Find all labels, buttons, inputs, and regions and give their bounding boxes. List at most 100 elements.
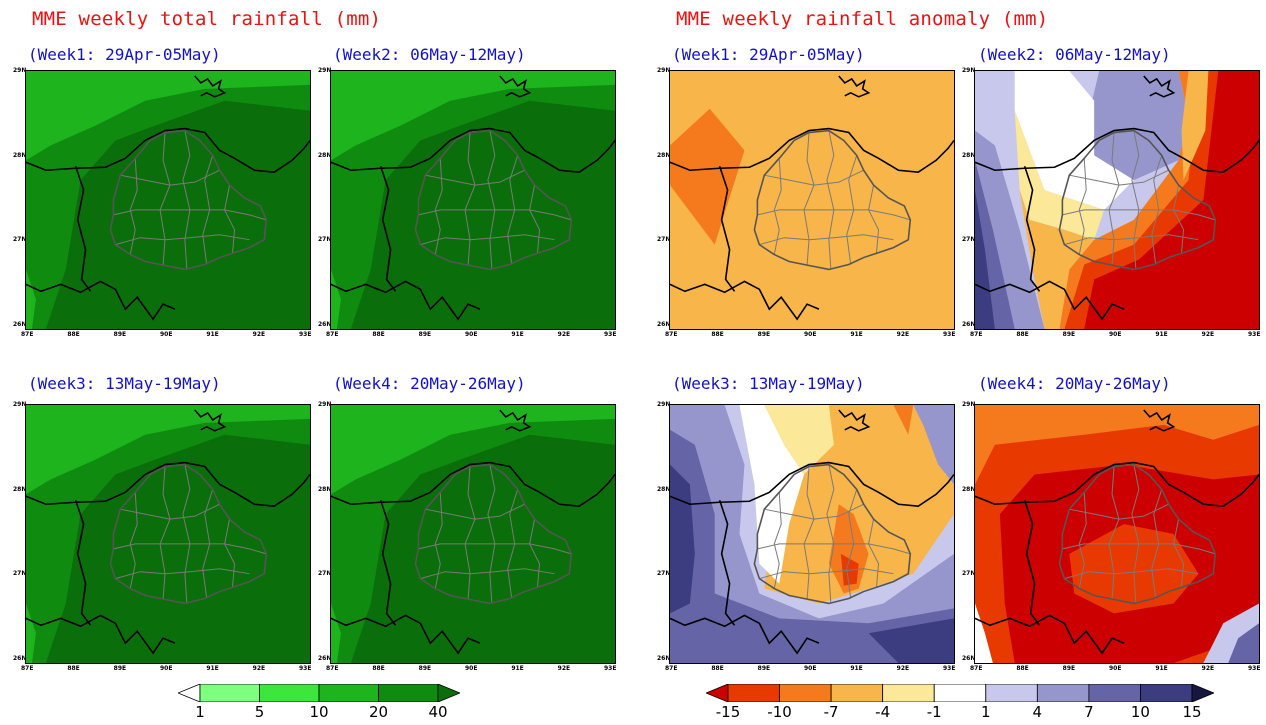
y-tick-label: 27N [962, 570, 976, 578]
x-tick-label: 88E [711, 331, 724, 338]
y-tick-label: 29N [657, 401, 671, 408]
colorbar-tick-label: 1 [980, 703, 991, 721]
bhutan-border [414, 129, 573, 271]
y-tick-label: 26N [13, 655, 27, 662]
district-boundary [1069, 169, 1169, 186]
district-boundary [1062, 209, 1216, 221]
colorbar-tick-label: -1 [926, 703, 942, 721]
colorbar-segment [727, 683, 780, 703]
district-boundary [803, 132, 815, 266]
map-canvas [975, 405, 1259, 663]
y-tick-label: 28N [13, 151, 27, 159]
x-tick-label: 92E [896, 331, 910, 338]
contour-band [1228, 623, 1259, 663]
left-section-title: MME weekly total rainfall (mm) [32, 8, 382, 30]
colorbar-tick-label: 10 [1130, 703, 1150, 721]
bhutan-border [1058, 463, 1217, 605]
district-boundary [1173, 185, 1185, 253]
y-tick-label: 27N [13, 236, 27, 244]
country-border [26, 614, 176, 655]
district-boundary [115, 568, 250, 580]
country-border [194, 409, 227, 432]
district-boundary [420, 234, 555, 246]
colorbar-segment [830, 683, 884, 703]
x-tick-label: 92E [896, 665, 910, 672]
country-border [975, 461, 1259, 508]
contour-band [1181, 71, 1209, 181]
colorbar-segment [259, 683, 320, 703]
colorbar-segment [378, 683, 439, 703]
district-boundary [113, 209, 267, 221]
map-total-week1 [25, 70, 311, 330]
map-canvas [975, 71, 1259, 329]
left-panel-4-title: (Week4: 20May-26May) [333, 374, 526, 393]
contour-band [331, 269, 341, 329]
colorbar-segment [1088, 683, 1141, 703]
colorbar-segment [1036, 683, 1090, 703]
contour-band [26, 405, 310, 663]
x-tick-label: 89E [113, 665, 127, 672]
right-panel-4-title: (Week4: 20May-26May) [978, 374, 1171, 393]
country-border [331, 614, 481, 655]
district-boundary [868, 185, 880, 253]
y-tick-label: 28N [657, 485, 671, 493]
bhutan-border [753, 129, 912, 271]
y-tick-label: 27N [318, 236, 332, 244]
x-tick-label: 90E [465, 331, 478, 338]
district-boundary [120, 169, 220, 186]
contour-band [764, 405, 834, 475]
colorbar-tick-label: -15 [715, 703, 741, 721]
map-canvas [331, 405, 615, 663]
contour-band [26, 71, 310, 161]
country-border [975, 614, 1125, 655]
map-canvas [670, 71, 954, 329]
country-border [74, 500, 92, 626]
country-border [1143, 409, 1176, 432]
x-tick-label: 91E [511, 331, 524, 338]
x-tick-label: 87E [21, 331, 34, 338]
country-border [1023, 166, 1041, 292]
colorbar-canvas [176, 683, 462, 703]
map-total-week3 [25, 404, 311, 664]
contour-band [331, 71, 615, 161]
district-boundary [764, 169, 864, 186]
x-tick-label: 90E [1109, 331, 1122, 338]
country-border [838, 75, 871, 98]
district-boundary [757, 543, 911, 555]
district-boundary [529, 519, 541, 587]
contour-band [670, 108, 745, 245]
colorbar-segment [882, 683, 935, 703]
district-boundary [757, 209, 911, 221]
x-tick-label: 87E [665, 331, 678, 338]
y-tick-label: 28N [962, 151, 976, 159]
contour-band [1084, 71, 1259, 329]
map-anomaly-week1 [669, 70, 955, 330]
y-tick-label: 26N [657, 321, 671, 328]
district-boundary [1078, 492, 1087, 589]
colorbar-tick-label: 1 [195, 703, 205, 721]
x-tick-label: 87E [970, 665, 983, 672]
y-tick-label: 27N [657, 236, 671, 244]
contour-band [868, 618, 954, 663]
x-tick-label: 92E [1201, 331, 1215, 338]
right-panel-2-title: (Week2: 06May-12May) [978, 45, 1171, 64]
y-tick-label: 28N [962, 485, 976, 493]
y-tick-label: 28N [318, 485, 332, 493]
district-boundary [425, 503, 525, 520]
y-tick-label: 27N [318, 570, 332, 578]
contour-band [975, 603, 993, 663]
x-tick-label: 92E [557, 665, 571, 672]
district-boundary [1108, 132, 1120, 266]
x-tick-label: 88E [1016, 331, 1029, 338]
district-boundary [425, 169, 525, 186]
y-tick-label: 29N [13, 401, 27, 408]
colorbar-tick-label: 10 [309, 703, 329, 721]
district-boundary [1131, 130, 1140, 270]
district-boundary [1064, 568, 1199, 580]
x-tick-label: 87E [326, 665, 339, 672]
colorbar-canvas [704, 683, 1216, 703]
y-tick-label: 29N [657, 67, 671, 74]
left-panel-3-title: (Week3: 13May-19May) [28, 374, 221, 393]
x-tick-label: 93E [604, 665, 617, 672]
y-tick-label: 26N [318, 321, 332, 328]
